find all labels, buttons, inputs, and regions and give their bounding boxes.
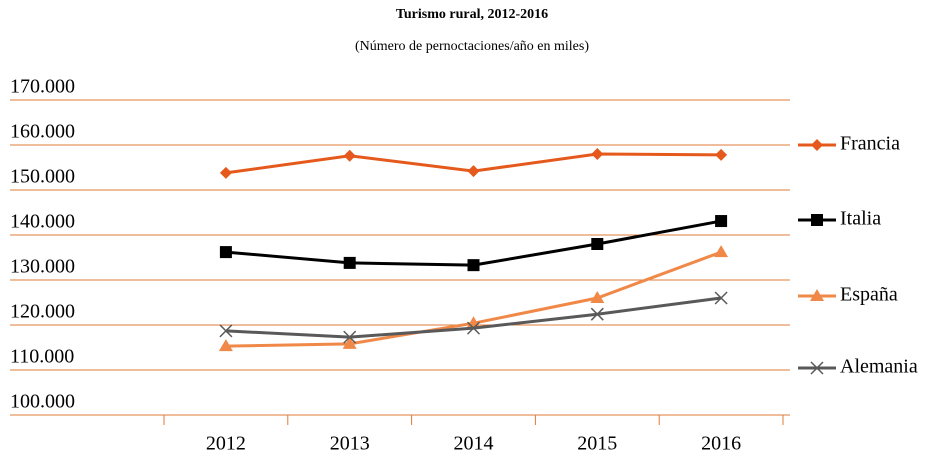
point <box>467 259 480 272</box>
x-tick-label: 2015 <box>577 433 617 455</box>
point <box>590 291 605 303</box>
y-tick-label: 120.000 <box>10 301 75 323</box>
legend-marker <box>811 214 823 226</box>
point <box>714 291 728 305</box>
legend-label: España <box>840 284 898 306</box>
y-tick-label: 130.000 <box>10 256 75 278</box>
x-tick-label: 2013 <box>330 433 370 455</box>
point <box>343 330 357 344</box>
point <box>343 256 356 269</box>
legend-marker <box>810 361 824 375</box>
point <box>591 238 604 250</box>
point <box>715 215 728 228</box>
point <box>342 336 357 349</box>
legend-marker <box>811 139 823 151</box>
chart-subtitle: (Número de pernoctaciones/año en miles) <box>355 39 589 54</box>
point <box>591 148 604 160</box>
y-tick-label: 110.000 <box>10 346 74 368</box>
y-tick-label: 140.000 <box>10 211 75 233</box>
x-tick-label: 2012 <box>206 433 246 455</box>
x-tick-label: 2014 <box>454 433 494 455</box>
point <box>343 149 356 162</box>
y-tick-label: 170.000 <box>10 76 75 98</box>
point <box>466 321 481 335</box>
point <box>219 324 233 338</box>
point <box>467 165 480 178</box>
point <box>219 246 232 259</box>
series-line <box>225 219 722 267</box>
chart-title: Turismo rural, 2012-2016 <box>396 7 548 22</box>
legend-label: Italia <box>840 208 881 230</box>
point <box>714 245 729 258</box>
legend-label: Alemania <box>840 356 918 378</box>
x-tick-label: 2016 <box>701 433 741 455</box>
legend-label: Francia <box>840 133 900 155</box>
point <box>715 148 728 161</box>
legend-marker <box>810 289 824 301</box>
y-tick-label: 150.000 <box>10 166 75 188</box>
point <box>219 166 232 179</box>
y-tick-label: 100.000 <box>10 391 75 413</box>
point <box>590 307 604 321</box>
y-tick-label: 160.000 <box>10 121 75 143</box>
point <box>218 339 233 352</box>
